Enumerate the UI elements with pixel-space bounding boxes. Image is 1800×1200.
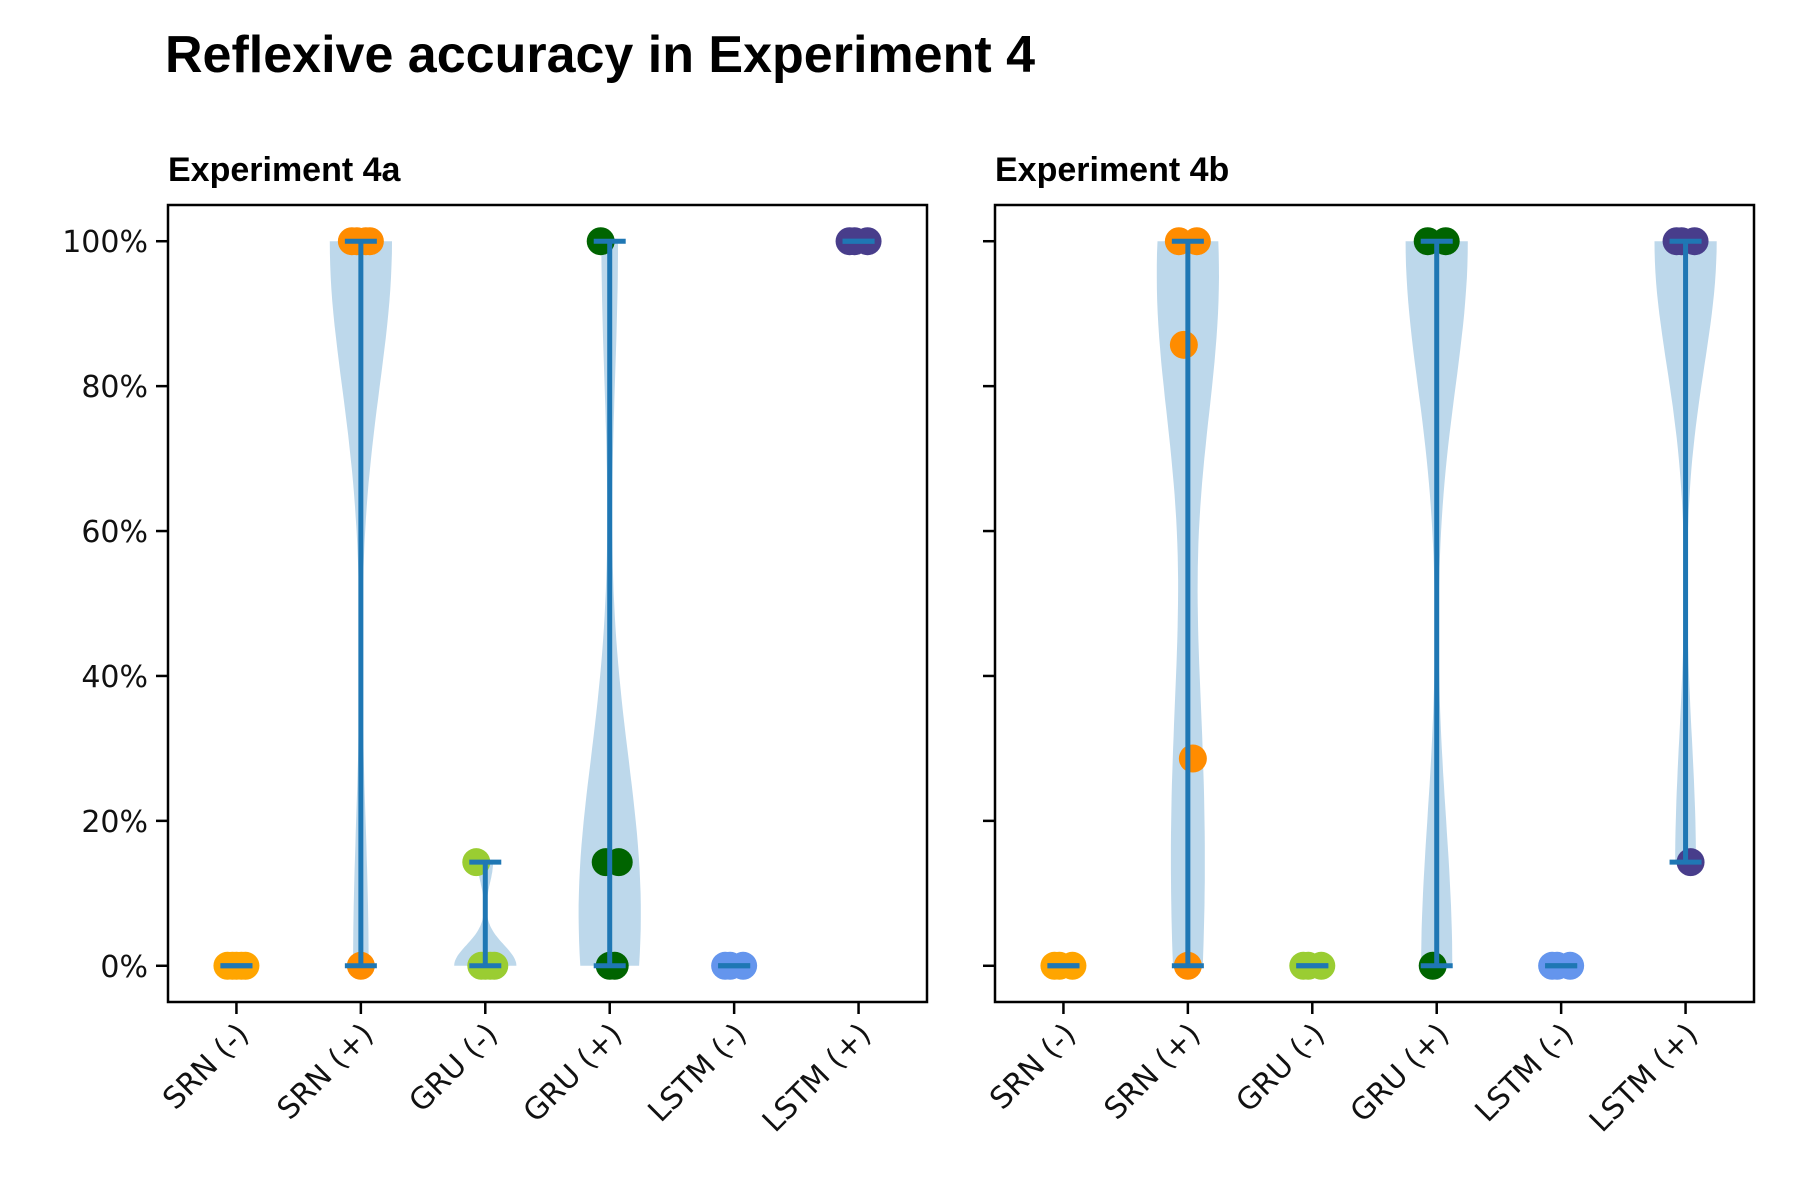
y-tick-label: 40%	[81, 660, 148, 695]
y-tick-label: 100%	[62, 225, 148, 260]
x-tick-label: LSTM (+)	[1583, 1017, 1705, 1139]
x-tick-label: GRU (+)	[517, 1017, 630, 1130]
panel-title: Experiment 4b	[995, 151, 1229, 189]
x-tick-label: SRN (-)	[983, 1017, 1083, 1117]
x-tick-label: SRN (-)	[156, 1017, 256, 1117]
x-tick-label: GRU (-)	[403, 1017, 505, 1119]
panel-title: Experiment 4a	[168, 151, 402, 189]
y-tick-label: 60%	[81, 515, 148, 550]
y-tick-label: 0%	[100, 950, 148, 985]
point-srn	[1169, 330, 1198, 359]
panel-experiment-4b: Experiment 4b SRN (-) SRN (+) GRU (-) GRU (+…	[983, 151, 1756, 1139]
x-tick-label: LSTM (-)	[642, 1017, 754, 1129]
x-tick-label: GRU (-)	[1230, 1017, 1332, 1119]
x-tick-label: SRN (+)	[271, 1017, 381, 1127]
x-tick-label: LSTM (+)	[756, 1017, 878, 1139]
y-tick-label: 20%	[81, 805, 148, 840]
x-tick-label: GRU (+)	[1344, 1017, 1457, 1130]
x-tick-label: SRN (+)	[1098, 1017, 1208, 1127]
y-tick-label: 80%	[81, 370, 148, 405]
panel-experiment-4a: Experiment 4a 0% 20% 40% 60% 80% 100% SRN (-) SR…	[62, 151, 929, 1139]
point-srn	[1178, 744, 1207, 773]
figure-title: Reflexive accuracy in Experiment 4	[165, 26, 1035, 84]
point-gru	[591, 848, 620, 877]
axes-frame	[993, 203, 1756, 1004]
axes-frame	[166, 203, 929, 1004]
x-tick-label: LSTM (-)	[1469, 1017, 1581, 1129]
